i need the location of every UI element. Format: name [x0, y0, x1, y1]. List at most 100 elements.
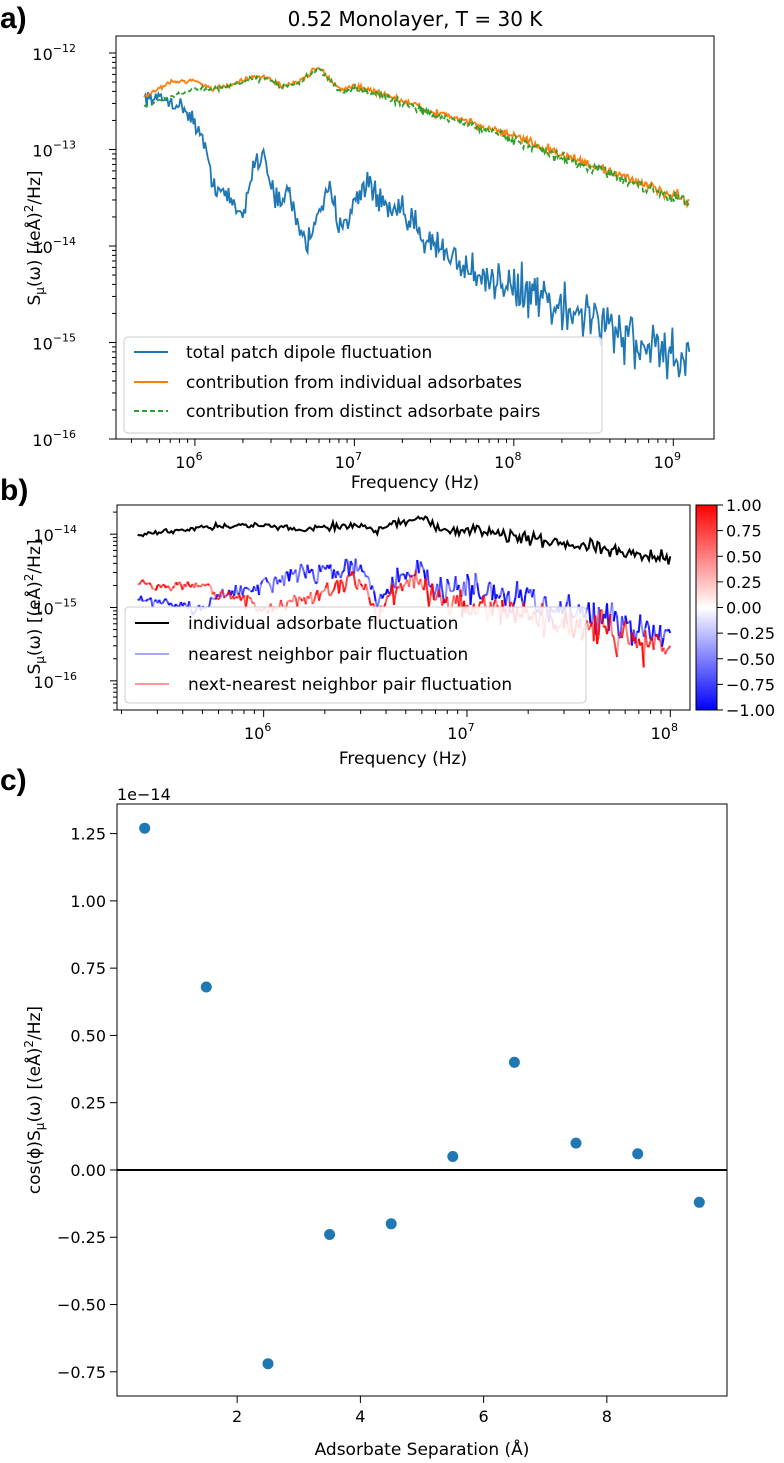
panel-b-segment: [175, 581, 179, 586]
panel-b-segment: [326, 582, 331, 596]
panel-b-segment: [406, 571, 410, 576]
panel-b-segment: [531, 588, 535, 598]
scatter-point-5: [447, 1151, 459, 1162]
panel-b-segment: [170, 602, 174, 607]
panel-b-segment: [293, 569, 297, 574]
panel-b-segment: [351, 570, 355, 577]
panel-c-points: [139, 822, 705, 1370]
panel-b-segment: [208, 597, 212, 607]
panel-b-segment: [494, 594, 499, 600]
panel-b-x-ticks: 106 107 108: [121, 710, 678, 743]
panel-b-segment: [412, 570, 417, 589]
panel-b-segment: [278, 579, 282, 583]
panel-b-segment: [268, 582, 272, 588]
panel-b-segment: [178, 581, 182, 586]
panel-c-x-axis-label: Adsorbate Separation (Å): [315, 1438, 530, 1460]
panel-b-segment: [365, 575, 368, 578]
panel-b-segment: [158, 599, 162, 605]
panel-b-segment: [228, 591, 232, 600]
panel-b-segment: [286, 599, 290, 603]
panel-b-segment: [190, 583, 194, 588]
panel-b-segment: [398, 574, 402, 583]
panel-b-segment: [246, 587, 250, 591]
colorbar-tick-label-5: −0.25: [726, 624, 775, 643]
panel-b-y-ticks: 10−16 10−15 10−14: [33, 511, 117, 711]
panel-b-segment: [344, 576, 349, 588]
panel-b-segment: [417, 578, 422, 585]
panel-b-segment: [366, 589, 370, 598]
panel-b-segment: [221, 588, 226, 599]
panel-b-segment: [476, 582, 480, 596]
panel-b-segment: [149, 584, 154, 590]
panel-c-x-tick-label-2: 6: [479, 1407, 489, 1426]
panel-b-segment: [626, 633, 630, 645]
panel-b-segment: [646, 620, 650, 627]
panel-b-segment: [371, 602, 375, 606]
panel-b-segment: [161, 599, 166, 604]
panel-c-x-tick-label-3: 8: [602, 1407, 612, 1426]
panel-b-segment: [492, 599, 497, 605]
panel-b-legend-box: [124, 606, 587, 704]
panel-b-segment: [306, 595, 310, 600]
panel-b: b) 106 107 108 10−16 10−15 10−14 Frequency (…: [0, 474, 775, 769]
panel-b-segment: [271, 578, 276, 593]
panel-b-segment: [434, 595, 439, 601]
panel-b-segment: [451, 595, 455, 605]
legend-label-nearest-neighbor: nearest neighbor pair fluctuation: [188, 645, 468, 665]
panel-b-segment: [359, 583, 364, 587]
panel-b-segment: [245, 586, 248, 590]
panel-b-segment: [301, 566, 306, 573]
colorbar-tick-label-8: −1.00: [726, 701, 775, 720]
panel-b-segment: [329, 591, 334, 597]
panel-b-segment: [314, 581, 319, 585]
panel-b-segment: [248, 588, 252, 592]
panel-b-segment: [339, 571, 344, 579]
legend-label-distinct-pairs: contribution from distinct adsorbate pai…: [186, 402, 540, 422]
panel-c-axes-frame: [116, 803, 728, 1397]
panel-b-segment: [519, 589, 524, 602]
scatter-point-1: [200, 981, 212, 993]
panel-b-segment: [196, 584, 200, 588]
colorbar: 1.00 0.75 0.50 0.25 0.00 −0.25 −0.50 −0.75 −1.00: [695, 496, 775, 720]
panel-b-segment: [408, 575, 412, 587]
panel-b-segment: [652, 636, 657, 651]
panel-b-segment: [142, 599, 145, 603]
panel-b-segment: [384, 595, 389, 604]
panel-b-segment: [267, 581, 270, 584]
panel-b-segment: [299, 598, 304, 602]
panel-b-segment: [366, 575, 370, 580]
panel-b-segment: [168, 587, 172, 592]
scatter-point-0: [139, 822, 151, 834]
panel-b-segment: [466, 573, 470, 581]
panel-b-segment: [256, 584, 261, 596]
panel-b-segment: [644, 630, 648, 646]
panel-b-segment: [141, 579, 146, 584]
x-tick-label-2: 108: [494, 450, 521, 472]
panel-b-segment: [298, 563, 302, 575]
panel-b-segment: [358, 578, 362, 585]
panel-b-segment: [331, 589, 335, 593]
panel-b-segment: [318, 592, 322, 601]
panel-b-segment: [666, 647, 670, 651]
panel-b-segment: [225, 593, 228, 597]
panel-b-segment: [444, 578, 449, 600]
panel-b-segment: [606, 626, 610, 635]
panel-b-segment: [482, 594, 487, 609]
panel-b-segment: [596, 634, 600, 645]
panel-b-segment: [208, 584, 212, 588]
panel-b-segment: [261, 578, 265, 582]
panel-a-x-axis-label: Frequency (Hz): [351, 473, 479, 493]
panel-c-y-tick-label-6: −0.25: [57, 1228, 106, 1247]
panel-b-segment: [140, 595, 144, 602]
panel-b-segment: [393, 593, 397, 606]
panel-b-segment: [486, 582, 490, 594]
colorbar-tick-label-6: −0.50: [726, 650, 775, 669]
panel-b-segment: [160, 584, 164, 589]
panel-b-segment: [464, 574, 469, 596]
panel-b-segment: [369, 603, 374, 607]
panel-b-segment: [299, 563, 304, 568]
panel-b-segment: [215, 597, 219, 600]
panel-a: a) 0.52 Monolayer, T = 30 K 106 107 108 109…: [0, 2, 715, 493]
panel-b-segment: [394, 586, 399, 594]
panel-b-segment: [206, 582, 210, 587]
